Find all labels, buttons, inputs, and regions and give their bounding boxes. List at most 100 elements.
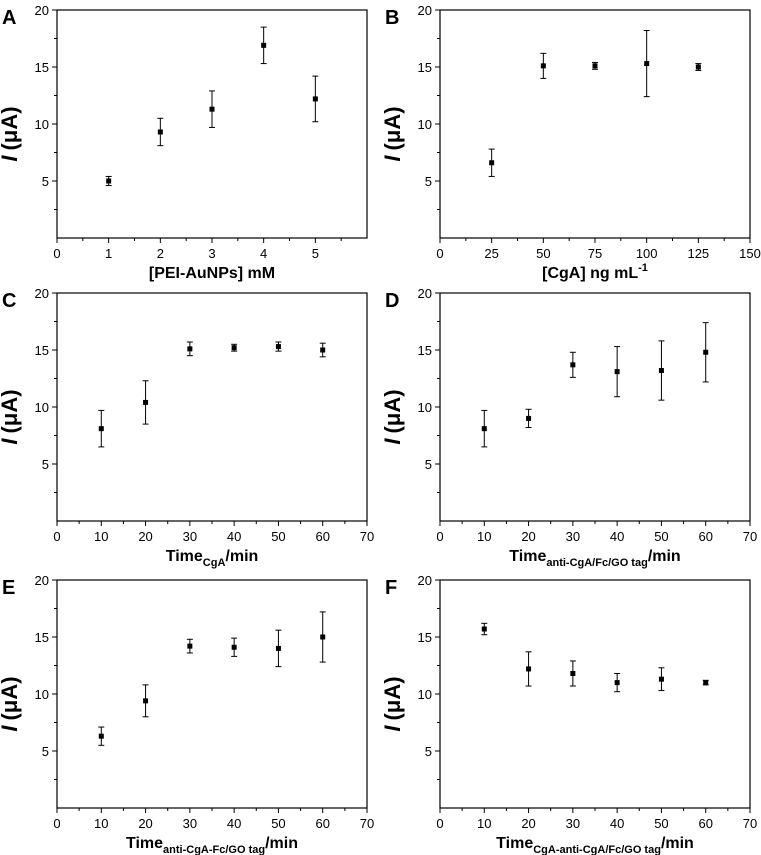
data-point <box>592 63 598 69</box>
data-point-group <box>231 343 238 352</box>
panel-letter: B <box>385 7 399 29</box>
data-point <box>703 680 709 686</box>
y-tick-label: 20 <box>418 3 432 18</box>
x-tick-label: 40 <box>610 816 624 831</box>
data-point-group <box>658 340 665 401</box>
data-point-group <box>525 651 532 687</box>
x-axis-label-main: Time <box>126 835 163 852</box>
data-point-group <box>525 408 532 429</box>
y-tick-label: 15 <box>418 60 432 75</box>
x-tick-label: 0 <box>436 816 443 831</box>
y-tick-label: 5 <box>42 174 49 189</box>
y-axis-label: I (μA) <box>0 106 22 161</box>
panel-letter: D <box>385 290 399 312</box>
data-point <box>481 626 487 632</box>
x-axis-label-subscript: anti-CgA-Fc/GO tag <box>163 844 265 855</box>
data-point <box>570 362 576 368</box>
data-point-group <box>157 117 164 147</box>
x-tick-label: 75 <box>588 246 602 261</box>
data-point <box>187 346 193 352</box>
panel-letter: E <box>2 577 15 599</box>
y-axis-label: I (μA) <box>380 389 405 444</box>
y-axis-label: I (μA) <box>380 676 405 731</box>
x-tick-label: 0 <box>436 529 443 544</box>
data-point <box>481 426 487 432</box>
data-point <box>98 426 104 432</box>
data-point <box>526 415 532 421</box>
data-point <box>540 63 546 69</box>
data-point <box>106 178 112 184</box>
data-point <box>320 634 326 640</box>
x-tick-label: 30 <box>566 529 580 544</box>
data-point-group <box>275 341 282 352</box>
x-tick-label: 100 <box>636 246 658 261</box>
x-tick-label: 10 <box>94 529 108 544</box>
x-tick-label: 40 <box>610 529 624 544</box>
y-tick-label: 15 <box>35 60 49 75</box>
y-tick-label: 10 <box>418 400 432 415</box>
data-point <box>614 680 620 686</box>
y-tick-label: 15 <box>418 630 432 645</box>
y-tick-label: 20 <box>418 573 432 588</box>
x-tick-label: 20 <box>138 816 152 831</box>
y-tick-label: 5 <box>42 744 49 759</box>
y-axis-label-symbol: I <box>0 155 22 162</box>
panel-letter: C <box>2 290 16 312</box>
data-point-group <box>319 611 326 663</box>
data-point-group <box>275 629 282 668</box>
panel-c: C 0 10 20 30 40 50 60 70 5 10 15 20 I (μA) TimeCgA/min <box>0 286 374 569</box>
data-point <box>209 106 215 112</box>
data-point <box>658 368 664 374</box>
panel-letter: F <box>385 577 397 599</box>
plot-frame <box>56 579 368 809</box>
x-axis-label-suffix: /min <box>225 548 258 565</box>
data-point <box>231 644 237 650</box>
x-axis-label-main: [CgA] ng mL <box>542 265 638 282</box>
y-tick-label: 5 <box>425 744 432 759</box>
x-axis-label: Timeanti-CgA/Fc/GO tag/min <box>509 548 680 569</box>
data-point <box>157 129 163 135</box>
y-axis-label: I (μA) <box>380 106 405 161</box>
x-tick-label: 30 <box>183 816 197 831</box>
data-point-group <box>614 346 621 398</box>
y-axis-label: I (μA) <box>0 389 22 444</box>
x-tick-label: 50 <box>271 816 285 831</box>
y-axis-label-unit: (μA) <box>380 389 405 433</box>
x-tick-label: 2 <box>157 246 164 261</box>
x-tick-label: 20 <box>521 529 535 544</box>
x-axis-label: Timeanti-CgA-Fc/GO tag/min <box>126 835 298 855</box>
x-axis-label: TimeCgA-anti-CgA/Fc/GO tag/min <box>496 835 694 855</box>
y-axis-label-unit: (μA) <box>380 106 405 150</box>
x-tick-label: 125 <box>687 246 709 261</box>
data-point <box>644 61 650 67</box>
x-tick-label: 25 <box>484 246 498 261</box>
data-point <box>489 160 495 166</box>
data-point-group <box>614 672 621 693</box>
data-point <box>231 345 237 351</box>
data-point <box>312 96 318 102</box>
plot-frame <box>439 579 751 809</box>
plot-frame <box>439 292 751 522</box>
x-tick-label: 60 <box>315 816 329 831</box>
data-point-group <box>643 30 650 98</box>
x-tick-label: 60 <box>315 529 329 544</box>
y-tick-label: 20 <box>35 286 49 301</box>
data-point <box>143 698 149 704</box>
y-tick-label: 15 <box>35 630 49 645</box>
data-point-group <box>186 341 193 357</box>
x-tick-label: 60 <box>698 529 712 544</box>
x-axis-label: [PEI-AuNPs] mM <box>149 265 275 282</box>
y-axis-label-unit: (μA) <box>380 676 405 720</box>
data-point-group <box>488 148 495 177</box>
data-point-group <box>312 75 319 123</box>
y-tick-label: 15 <box>35 343 49 358</box>
y-tick-label: 10 <box>35 400 49 415</box>
data-point <box>275 645 281 651</box>
x-tick-label: 50 <box>271 529 285 544</box>
y-tick-label: 10 <box>35 117 49 132</box>
x-tick-label: 0 <box>53 529 60 544</box>
x-tick-label: 20 <box>521 816 535 831</box>
data-point-group <box>540 52 547 79</box>
y-tick-label: 5 <box>425 457 432 472</box>
x-tick-label: 3 <box>208 246 215 261</box>
